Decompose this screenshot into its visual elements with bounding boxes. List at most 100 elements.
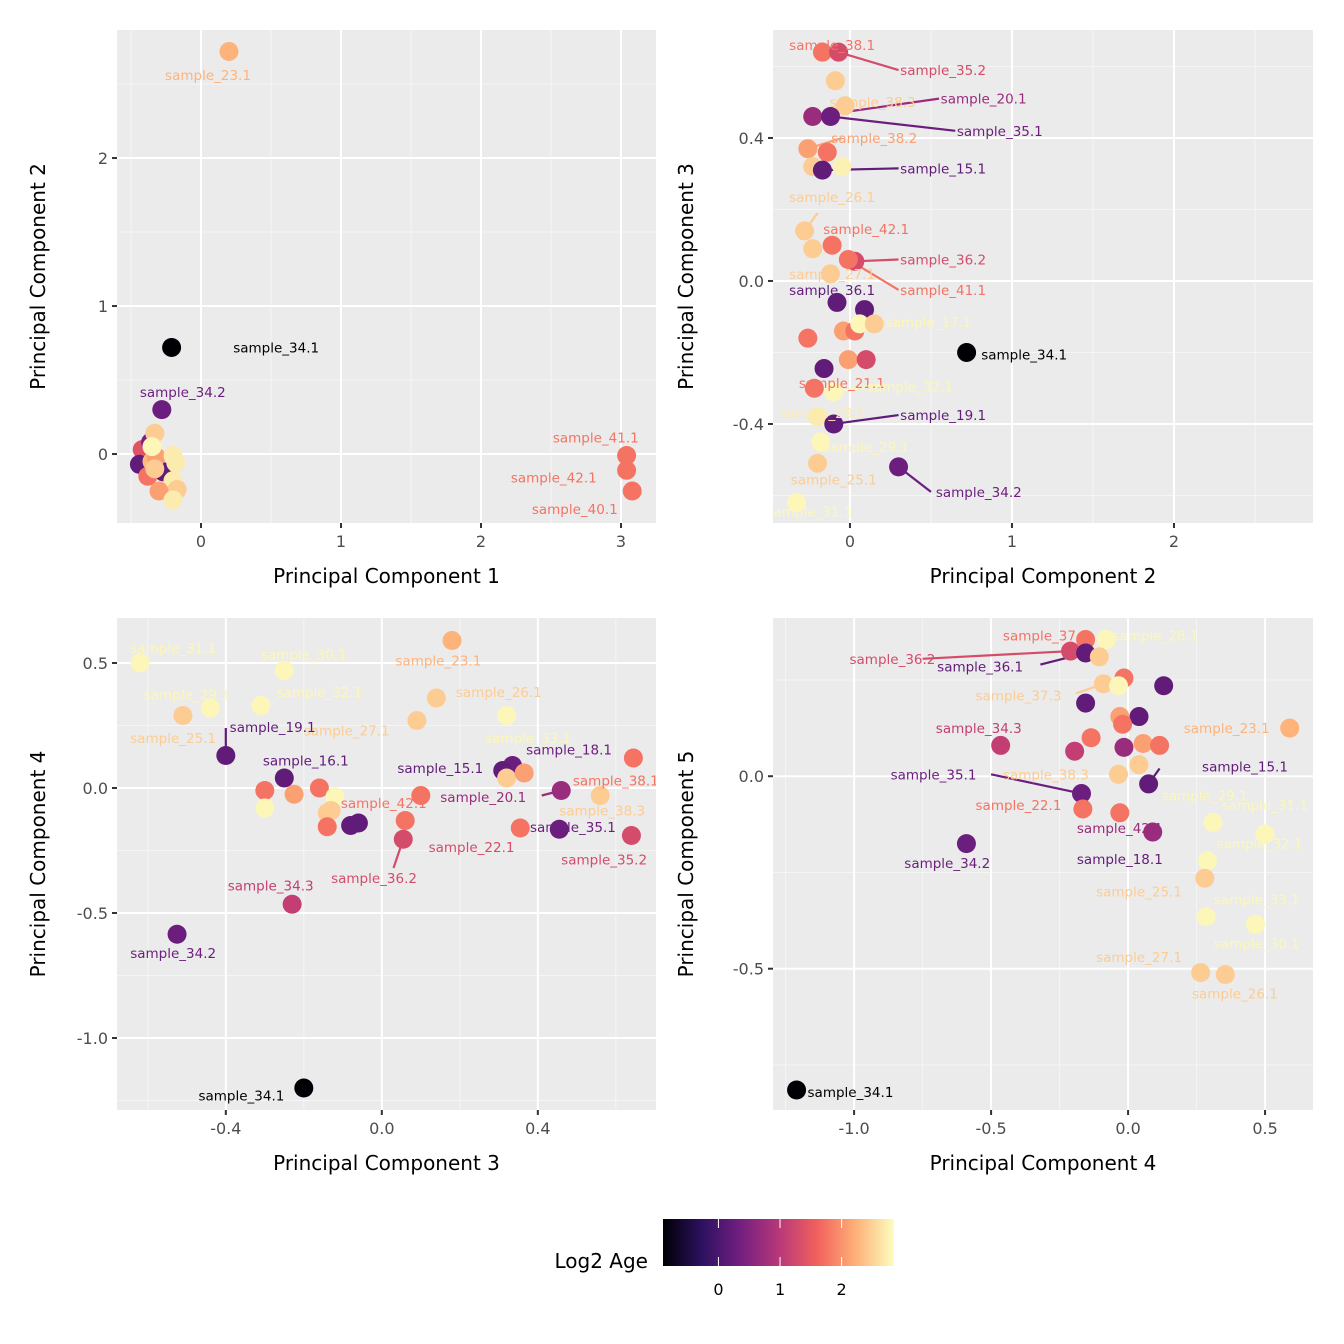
data-point-sample_31.1	[1255, 824, 1275, 844]
point-label: sample_31.1	[1222, 798, 1308, 814]
colorbar	[663, 1219, 894, 1266]
data-point-sample_27.1	[821, 264, 841, 284]
point-label: sample_22.1	[429, 840, 515, 856]
legend-title: Log2 Age	[555, 1249, 649, 1273]
data-point-sample_34.1	[162, 337, 182, 357]
x-tick-label: 2	[476, 532, 486, 551]
y-tick-label: -0.5	[733, 960, 764, 979]
data-point-sample_27.1	[407, 711, 427, 730]
x-tick-label: 1	[336, 532, 346, 551]
data-point-sample_42.1	[1143, 822, 1163, 842]
data-point-p2f	[855, 300, 875, 320]
point-label: sample_38.1	[573, 774, 659, 790]
y-axis-title: Principal Component 3	[674, 163, 698, 390]
point-label: sample_42.1	[1077, 821, 1163, 837]
data-point-sample_32.1	[1198, 851, 1218, 871]
data-point-p3f	[284, 784, 304, 804]
data-point-p4e	[1076, 693, 1096, 713]
point-label: sample_15.1	[900, 161, 986, 177]
point-label: sample_36.1	[789, 283, 875, 299]
data-point-sample_38.1	[812, 42, 832, 62]
data-point-sample_35.2	[829, 42, 849, 62]
point-label: sample_38.1	[789, 38, 875, 54]
data-point-p3m	[348, 813, 368, 833]
data-point-sample_27.1	[1191, 963, 1211, 983]
point-label: sample_35.1	[891, 767, 977, 783]
point-label: sample_19.1	[900, 408, 986, 424]
data-point-p2a	[825, 71, 845, 91]
point-label: sample_30.1	[261, 647, 347, 663]
point-label: sample_18.1	[1077, 852, 1163, 868]
point-label: sample_42.1	[341, 796, 427, 812]
y-tick-label: 2	[98, 149, 108, 168]
data-point-sample_26.1	[1215, 964, 1235, 984]
point-label: sample_42.1	[823, 222, 909, 238]
label-leader-line	[830, 115, 956, 132]
point-label: sample_15.1	[1202, 760, 1288, 776]
data-point-sample_31.1	[786, 493, 806, 513]
x-tick-label: -0.4	[210, 1119, 241, 1138]
point-label: sample_35.1	[957, 124, 1043, 140]
data-point-p2m	[814, 359, 834, 379]
data-point-sample_25.1	[1195, 868, 1215, 888]
data-point-sample_17.1	[850, 314, 870, 334]
point-label: sample_35.1	[530, 820, 616, 836]
point-label: sample_25.1	[130, 731, 216, 747]
data-point-sample_16.1	[274, 768, 294, 788]
x-axis-title: Principal Component 4	[930, 1151, 1157, 1175]
data-point-sample_35.1	[821, 107, 841, 127]
data-point-sample_36.1	[827, 292, 847, 312]
y-tick-label: 0.5	[83, 654, 108, 673]
label-leader-line	[922, 650, 1071, 660]
data-point-sample_33.1	[1196, 907, 1216, 927]
point-label: sample_34.2	[936, 485, 1022, 501]
panel-background	[117, 30, 656, 523]
data-point-p4o	[1110, 803, 1130, 823]
y-tick-label: 0.0	[739, 767, 764, 786]
data-point-sample_32.1	[251, 696, 271, 715]
point-label: sample_21.1	[799, 376, 885, 392]
data-point-p3g	[309, 778, 329, 798]
point-label: sample_25.1	[1096, 885, 1182, 901]
colorbar-tick-label: 1	[775, 1280, 785, 1299]
data-point-p4c	[1108, 676, 1128, 696]
data-point-sample_35.1	[549, 819, 569, 839]
y-axis-title: Principal Component 5	[674, 751, 698, 978]
data-point-sample_25.1	[173, 706, 193, 725]
colorbar-tick-label: 0	[713, 1280, 723, 1299]
data-point-p4g	[1129, 707, 1149, 727]
point-label: sample_29.1	[144, 687, 230, 703]
y-tick-label: 1	[98, 297, 108, 316]
point-label: sample_38.2	[831, 131, 917, 147]
x-tick-label: 0.5	[1252, 1119, 1277, 1138]
data-point-sample_36.2	[1061, 641, 1081, 661]
point-label: sample_15.1	[397, 761, 483, 777]
data-point-sample_23.1	[442, 631, 462, 650]
y-tick-label: 0.0	[739, 272, 764, 291]
point-label: sample_22.1	[976, 798, 1062, 814]
point-label: sample_26.1	[1192, 987, 1278, 1003]
point-label: sample_34.3	[936, 721, 1022, 737]
x-tick-label: -0.5	[975, 1119, 1006, 1138]
y-tick-label: -1.0	[77, 1029, 108, 1048]
point-label: sample_17.1	[886, 315, 972, 331]
point-label: sample_16.1	[263, 754, 349, 770]
points-layer: sample_38.1 sample_35.2 sample_38.3 sample_…	[773, 38, 1067, 521]
data-point-p2b	[817, 142, 837, 162]
data-point-p4k	[1114, 737, 1134, 757]
data-point-sample_37.1	[1076, 630, 1096, 650]
point-label: sample_18.1	[526, 742, 612, 758]
x-tick-label: 2	[1169, 532, 1179, 551]
data-point-p3k	[317, 817, 337, 837]
data-point-sample_28.1	[1096, 630, 1116, 650]
y-tick-label: -0.5	[77, 904, 108, 923]
point-label: sample_29.1	[823, 440, 909, 456]
point-label: sample_33.1	[485, 731, 571, 747]
point-label: sample_28.1	[1113, 629, 1199, 645]
point-label: sample_28.1	[779, 406, 865, 422]
data-point-p4j	[1065, 741, 1085, 761]
colorbar-ticks: 0 1 2	[713, 1219, 847, 1299]
data-point-p1p	[142, 437, 162, 457]
data-point-sample_38.1	[623, 748, 643, 768]
